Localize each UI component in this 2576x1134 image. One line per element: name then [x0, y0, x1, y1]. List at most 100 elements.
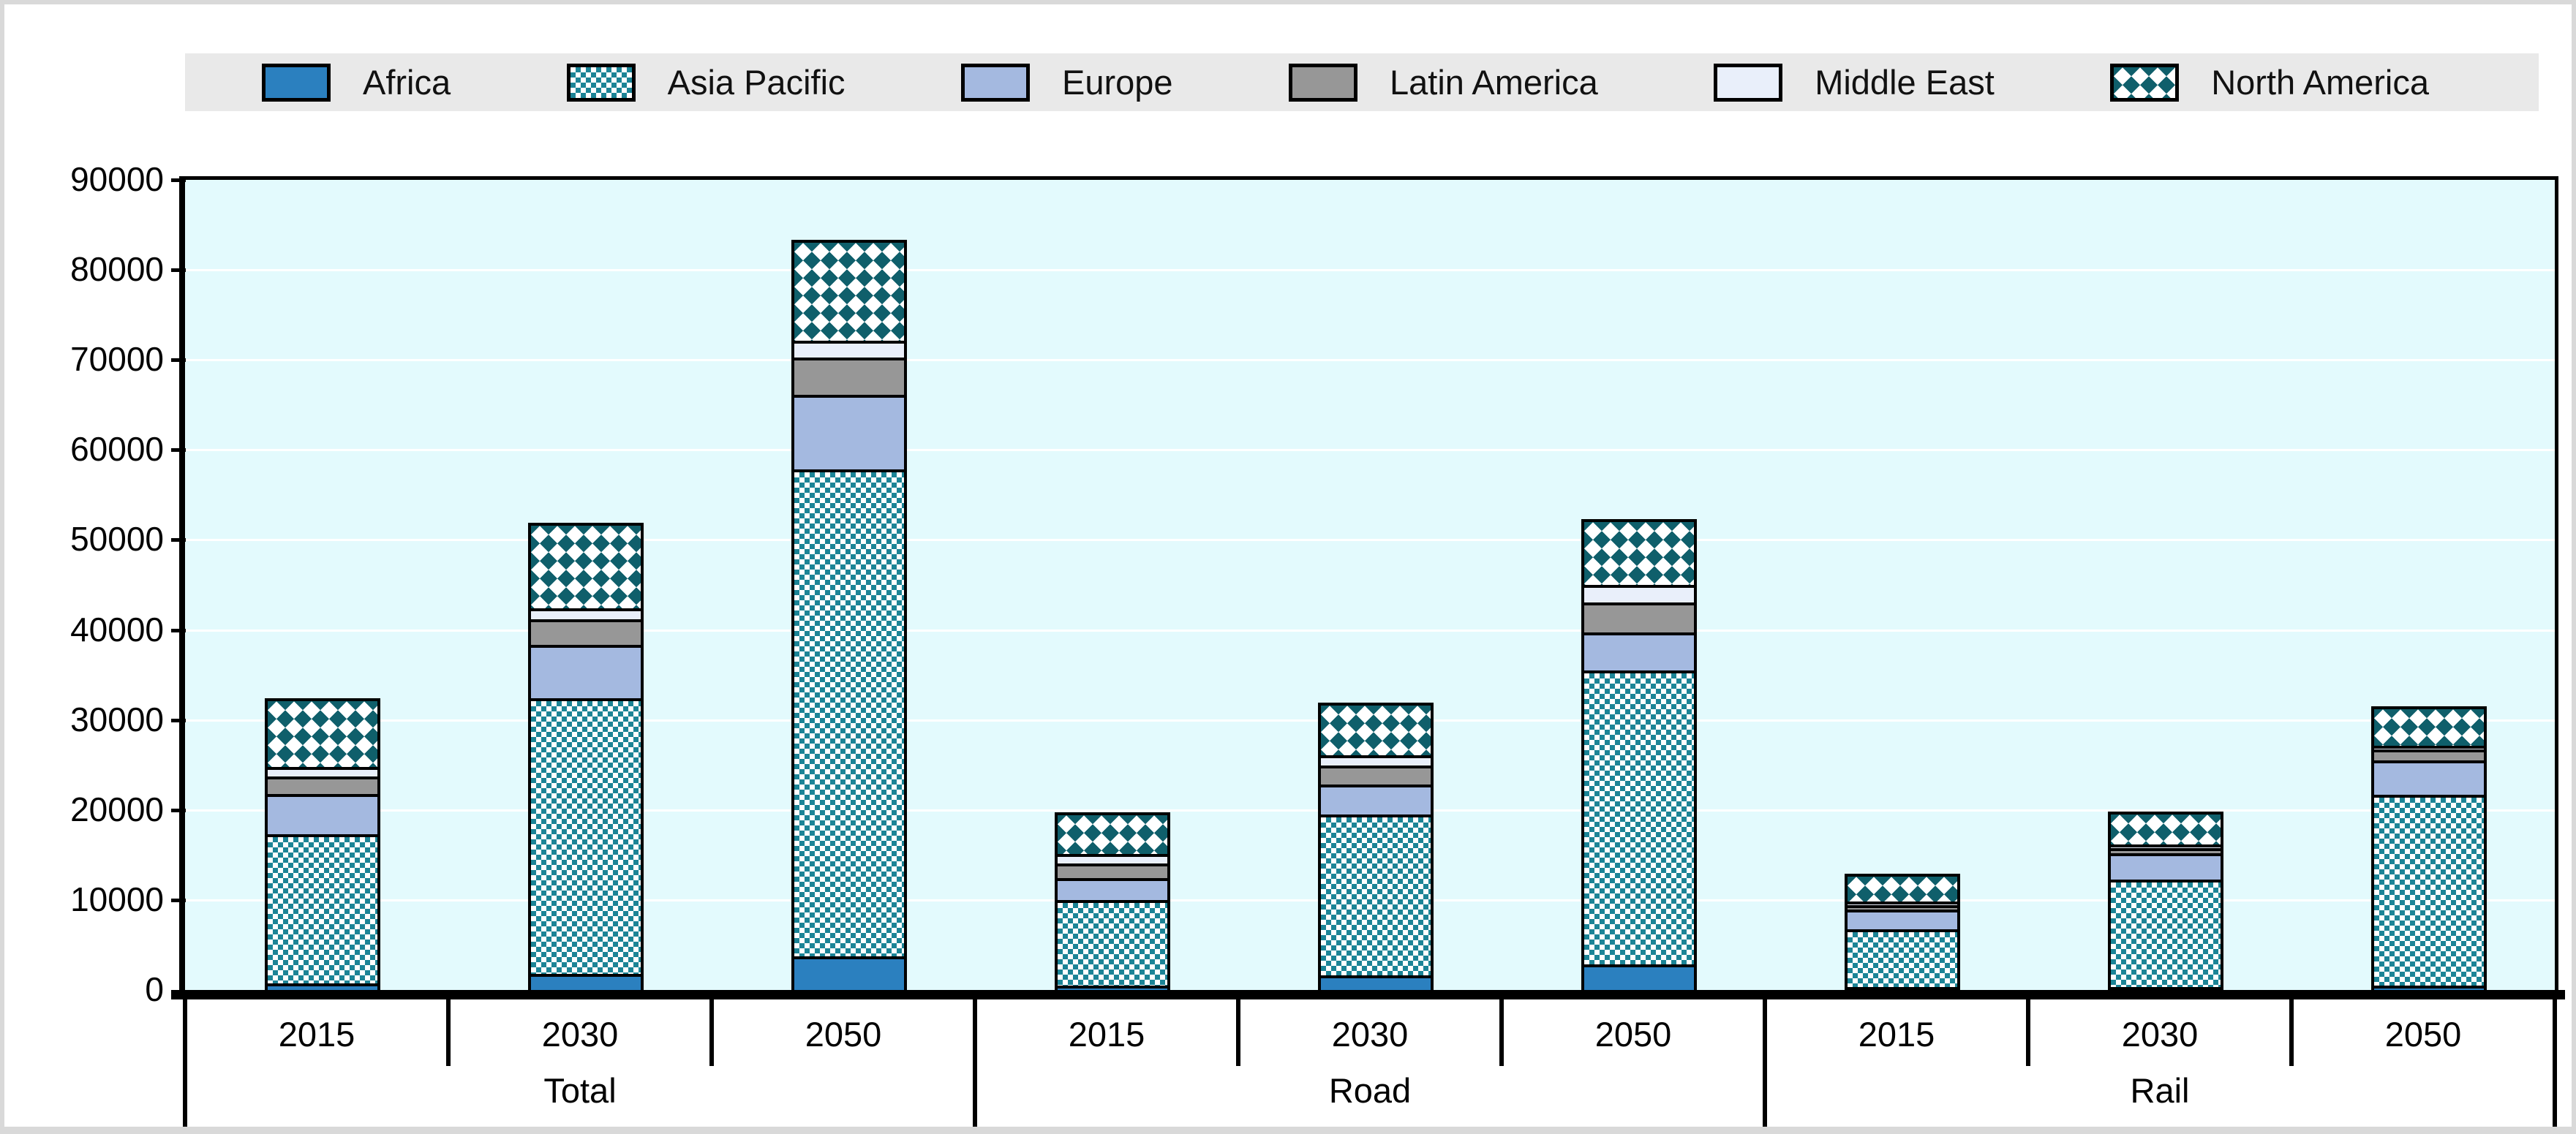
y-axis-tick-label: 10000 — [70, 880, 164, 918]
y-axis-tick-label: 40000 — [70, 611, 164, 649]
x-axis-year-label: 2050 — [1594, 1015, 1672, 1054]
bar-segment-latin-america — [1321, 766, 1431, 785]
gridline — [185, 269, 2555, 272]
y-axis-tick-label: 50000 — [70, 520, 164, 558]
bar-road-2050 — [1581, 519, 1697, 994]
bar-rail-2030 — [2108, 812, 2223, 994]
bar-segment-asia-pacific — [1848, 929, 1957, 987]
y-axis-tick-mark — [171, 719, 186, 722]
bar-segment-middle-east — [1848, 901, 1957, 906]
bar-segment-africa — [268, 983, 377, 991]
y-axis-tick-mark — [171, 448, 186, 452]
bar-segment-asia-pacific — [1058, 899, 1167, 986]
legend-label: North America — [2211, 63, 2429, 102]
legend-swatch-icon — [566, 63, 636, 102]
bar-total-2015 — [265, 698, 380, 994]
x-axis-right-edge-line — [2553, 990, 2557, 1127]
bar-road-2030 — [1318, 703, 1434, 994]
y-axis-tick-label: 60000 — [70, 430, 164, 468]
y-axis-tick-mark — [171, 809, 186, 812]
x-axis-year-tick — [1236, 990, 1240, 1066]
y-axis-tick-label: 30000 — [70, 700, 164, 738]
legend-item-africa: Africa — [262, 63, 451, 102]
y-axis-tick-label: 0 — [145, 970, 164, 1008]
legend-item-europe: Europe — [960, 63, 1173, 102]
legend-label: Asia Pacific — [667, 63, 846, 102]
bar-segment-europe — [1058, 877, 1167, 900]
bar-segment-europe — [1321, 785, 1431, 814]
bar-segment-latin-america — [1058, 863, 1167, 878]
bar-segment-north-america — [531, 526, 641, 609]
bar-segment-middle-east — [2111, 844, 2221, 848]
bar-segment-africa — [1321, 975, 1431, 991]
legend-label: Africa — [363, 63, 451, 102]
bar-segment-asia-pacific — [2111, 879, 2221, 987]
legend-item-middle-east: Middle East — [1714, 63, 1995, 102]
x-axis-year-tick — [446, 990, 451, 1066]
bar-segment-asia-pacific — [1321, 814, 1431, 975]
bar-segment-latin-america — [2374, 749, 2484, 760]
legend-label: Latin America — [1389, 63, 1598, 102]
bar-segment-middle-east — [794, 340, 904, 358]
bar-segment-africa — [1058, 985, 1167, 991]
x-axis-left-edge-line — [183, 990, 187, 1127]
bar-segment-europe — [1848, 910, 1957, 929]
bar-segment-europe — [268, 794, 377, 835]
bar-segment-asia-pacific — [2374, 794, 2484, 986]
bar-segment-africa — [1848, 986, 1957, 991]
bar-rail-2015 — [1845, 874, 1960, 994]
bar-segment-latin-america — [794, 358, 904, 396]
bar-road-2015 — [1055, 812, 1170, 994]
bar-segment-europe — [794, 395, 904, 470]
bar-segment-africa — [1584, 964, 1694, 991]
x-axis-year-label: 2030 — [541, 1015, 619, 1054]
bar-segment-middle-east — [1058, 854, 1167, 864]
y-axis-tick-label: 90000 — [70, 160, 164, 198]
y-axis-tick-mark — [171, 268, 186, 272]
x-axis-year-label: 2015 — [1858, 1015, 1935, 1054]
plot-area — [179, 176, 2558, 994]
legend-label: Middle East — [1815, 63, 1995, 102]
x-axis-year-label: 2030 — [1331, 1015, 1409, 1054]
legend-swatch-icon — [960, 63, 1030, 102]
bar-segment-north-america — [1584, 522, 1694, 585]
y-axis-tick-mark — [171, 178, 186, 182]
bar-segment-asia-pacific — [1584, 670, 1694, 964]
bar-segment-asia-pacific — [531, 698, 641, 974]
x-axis-year-label: 2030 — [2121, 1015, 2199, 1054]
legend-swatch-icon — [1288, 63, 1357, 102]
bar-segment-africa — [794, 956, 904, 991]
legend-swatch-icon — [2110, 63, 2180, 102]
legend-item-north-america: North America — [2110, 63, 2429, 102]
y-axis-tick-label: 20000 — [70, 790, 164, 828]
bar-segment-latin-america — [2111, 847, 2221, 854]
bar-segment-africa — [2374, 985, 2484, 991]
y-axis-tick-label: 80000 — [70, 250, 164, 288]
x-axis-year-tick — [1499, 990, 1504, 1066]
bar-segment-latin-america — [1848, 905, 1957, 910]
x-axis-year-label: 2015 — [278, 1015, 355, 1054]
bar-segment-africa — [531, 973, 641, 991]
x-axis-baseline — [171, 990, 2565, 999]
bar-segment-asia-pacific — [794, 469, 904, 956]
y-axis-tick-mark — [171, 358, 186, 362]
bar-segment-north-america — [2111, 814, 2221, 844]
y-axis-tick-mark — [171, 629, 186, 632]
y-axis-tick-label: 70000 — [70, 340, 164, 378]
bar-segment-latin-america — [531, 619, 641, 645]
x-axis-year-label: 2015 — [1068, 1015, 1145, 1054]
bar-segment-europe — [1584, 632, 1694, 670]
bar-segment-north-america — [1848, 877, 1957, 902]
gridline — [185, 629, 2555, 632]
y-axis-tick-mark — [171, 899, 186, 902]
x-axis-year-tick — [2289, 990, 2294, 1066]
x-axis-year-tick — [709, 990, 714, 1066]
x-axis-group-label: Road — [1328, 1071, 1412, 1110]
x-axis-group-label: Rail — [2130, 1071, 2190, 1110]
bar-segment-asia-pacific — [268, 834, 377, 984]
x-axis-group-separator — [1763, 990, 1767, 1127]
bar-segment-europe — [2111, 853, 2221, 880]
bar-segment-latin-america — [1584, 602, 1694, 633]
x-axis-group-label: Total — [543, 1071, 617, 1110]
